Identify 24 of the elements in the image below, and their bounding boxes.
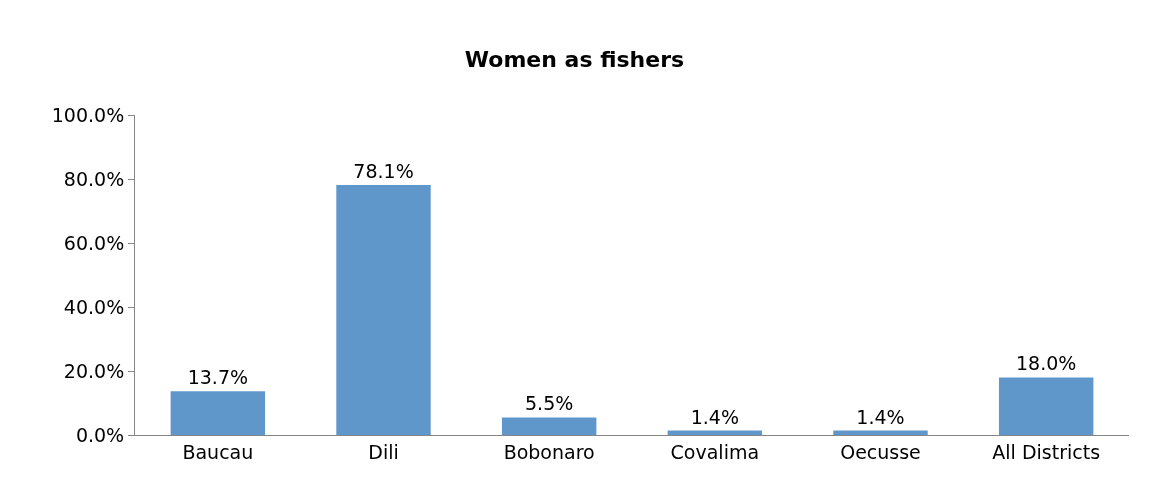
x-tick-label: All Districts [992, 440, 1101, 463]
bar [833, 430, 928, 435]
y-tick-label: 60.0% [63, 231, 125, 254]
bar [998, 377, 1094, 435]
data-label: 5.5% [525, 392, 574, 415]
bar [336, 185, 431, 435]
chart-title: Women as fishers [464, 46, 685, 72]
data-label: 78.1% [353, 160, 414, 183]
y-tick-label: 40.0% [63, 295, 125, 318]
y-tick-label: 20.0% [63, 359, 125, 382]
data-label: 18.0% [1015, 352, 1077, 375]
x-tick-label: Oecusse [840, 440, 921, 463]
y-tick-label: 0.0% [75, 423, 125, 446]
bar [501, 417, 597, 435]
x-tick-label: Baucau [182, 440, 254, 463]
data-label: 1.4% [690, 405, 739, 428]
x-tick-label: Bobonaro [503, 440, 595, 463]
data-label: 1.4% [856, 405, 905, 428]
data-label: 13.7% [187, 366, 249, 389]
y-tick-label: 80.0% [63, 167, 125, 190]
x-tick-label: Dili [368, 440, 399, 463]
bar [170, 391, 266, 435]
y-tick-label: 100.0% [51, 103, 125, 126]
x-tick-label: Covalima [670, 440, 760, 463]
